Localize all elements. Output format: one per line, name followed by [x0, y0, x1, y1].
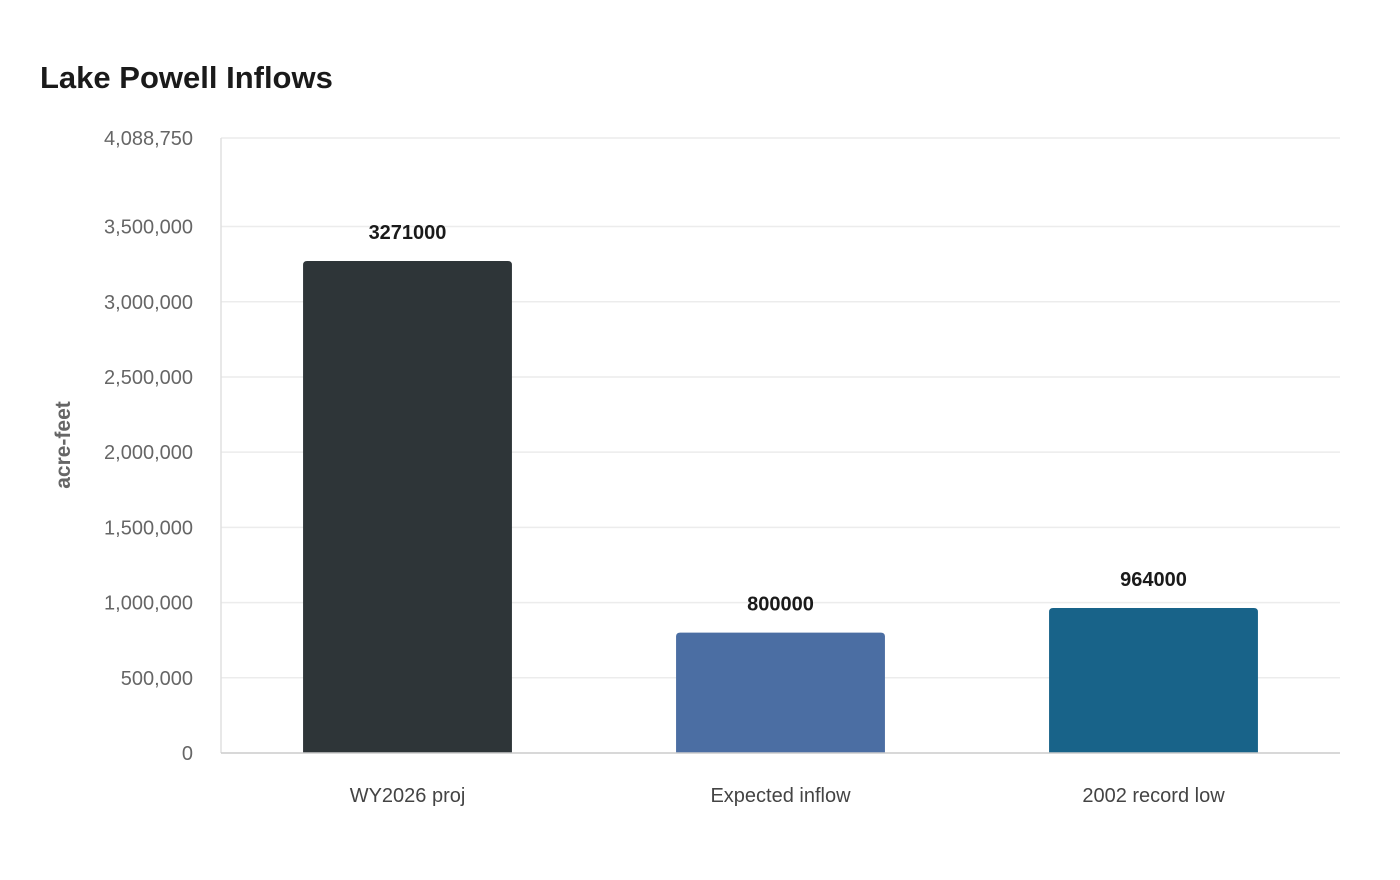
y-axis-title: acre-feet [52, 401, 75, 489]
data-label: 3271000 [369, 222, 447, 244]
y-tick-label: 2,500,000 [104, 367, 193, 389]
y-tick-label: 2,000,000 [104, 442, 193, 464]
y-tick-label: 0 [182, 743, 193, 765]
x-category-label: Expected inflow [710, 785, 851, 807]
chart-title: Lake Powell Inflows [40, 60, 333, 95]
y-tick-label: 1,500,000 [104, 517, 193, 539]
y-tick-label: 3,500,000 [104, 217, 193, 239]
bar [676, 632, 885, 753]
x-axis-categories: WY2026 proj Expected inflow 2002 record lo… [350, 785, 1226, 807]
y-tick-label: 1,000,000 [104, 593, 193, 615]
y-axis-ticks: 0 500,000 1,000,000 1,500,000 2,000,000 2,500… [104, 128, 193, 765]
data-label: 800000 [747, 594, 814, 616]
data-label: 964000 [1120, 569, 1187, 591]
y-tick-label: 4,088,750 [104, 128, 193, 150]
bar [1049, 608, 1258, 753]
data-labels: 3271000 800000 964000 [369, 222, 1187, 616]
bar [303, 261, 512, 753]
x-category-label: WY2026 proj [350, 785, 466, 807]
x-category-label: 2002 record low [1082, 785, 1225, 807]
bars [303, 261, 1258, 753]
y-tick-label: 3,000,000 [104, 292, 193, 314]
y-tick-label: 500,000 [121, 668, 193, 690]
